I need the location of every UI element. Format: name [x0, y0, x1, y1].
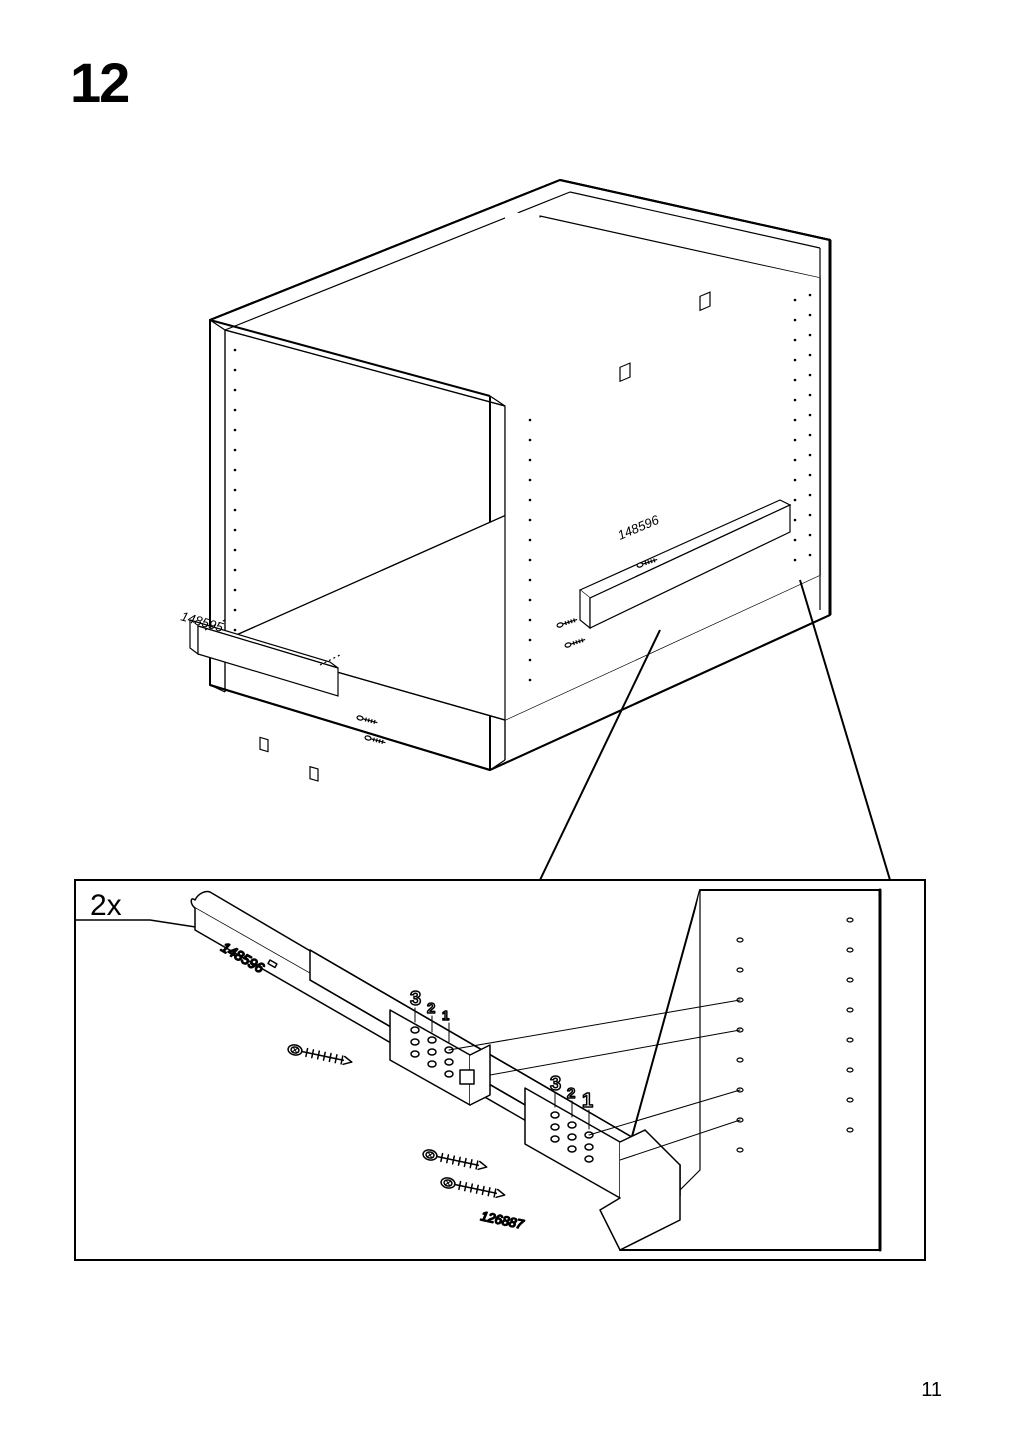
svg-text:2: 2 — [427, 1000, 435, 1017]
assembly-illustration: 148596 148595 — [60, 120, 940, 1270]
svg-text:2: 2 — [567, 1085, 575, 1102]
detail-count: 2x — [90, 889, 122, 922]
step-number: 12 — [70, 50, 128, 115]
svg-text:1: 1 — [442, 1008, 449, 1023]
page-number: 11 — [921, 1379, 942, 1402]
svg-text:3: 3 — [410, 988, 421, 1010]
svg-text:3: 3 — [550, 1073, 561, 1095]
svg-text:1: 1 — [582, 1090, 593, 1112]
